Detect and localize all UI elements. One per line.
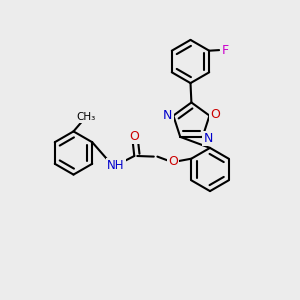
Text: CH₃: CH₃ (77, 112, 96, 122)
Text: F: F (221, 44, 229, 57)
Text: N: N (163, 109, 172, 122)
Text: O: O (129, 130, 139, 143)
Text: N: N (203, 132, 213, 145)
Text: O: O (168, 154, 178, 168)
Text: O: O (210, 108, 220, 121)
Text: NH: NH (107, 159, 125, 172)
